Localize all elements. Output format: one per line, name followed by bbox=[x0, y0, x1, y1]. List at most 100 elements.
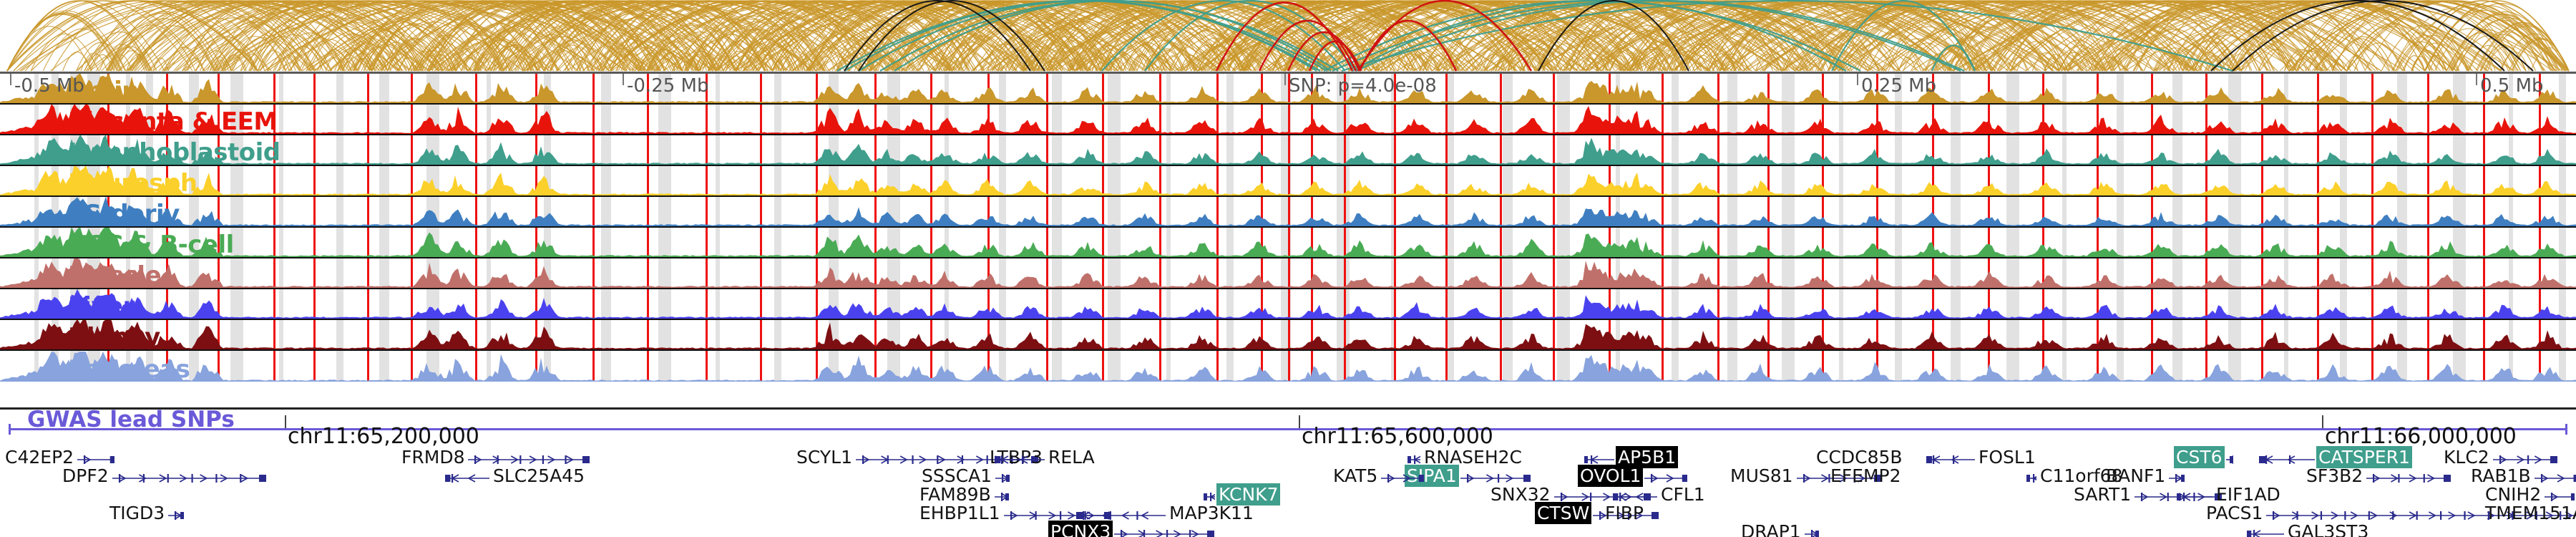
gwas-snp-tick[interactable] bbox=[1609, 258, 1611, 288]
gwas-snp-tick[interactable] bbox=[760, 166, 762, 195]
gwas-snp-tick[interactable] bbox=[592, 135, 595, 165]
gene-name-label[interactable]: DRAP1 bbox=[1741, 521, 1801, 537]
gwas-snp-tick[interactable] bbox=[2151, 289, 2153, 319]
gwas-snp-tick[interactable] bbox=[1216, 166, 1219, 195]
gwas-snp-tick[interactable] bbox=[874, 228, 877, 257]
gwas-snp-tick[interactable] bbox=[1445, 166, 1448, 195]
gene-name-label[interactable]: SLC25A45 bbox=[493, 465, 585, 486]
gwas-snp-tick[interactable] bbox=[411, 74, 413, 103]
gwas-snp-tick[interactable] bbox=[1662, 228, 1664, 257]
gwas-snp-tick[interactable] bbox=[760, 135, 762, 165]
gene-name-label[interactable]: RAB1B bbox=[2471, 465, 2531, 486]
epigenome-track-neurosph[interactable]: Neurosph bbox=[0, 166, 2576, 197]
gwas-snp-tick[interactable] bbox=[1876, 197, 1878, 226]
gwas-snp-tick[interactable] bbox=[2539, 135, 2541, 165]
gwas-snp-tick[interactable] bbox=[273, 197, 275, 226]
gene-annotation[interactable]: FRMD8 bbox=[399, 448, 591, 468]
gwas-snp-tick[interactable] bbox=[475, 258, 477, 288]
gwas-snp-tick[interactable] bbox=[1932, 351, 1934, 382]
gwas-snp-tick[interactable] bbox=[2042, 351, 2044, 382]
gwas-snp-tick[interactable] bbox=[218, 166, 220, 195]
gwas-snp-tick[interactable] bbox=[874, 289, 877, 319]
gwas-snp-tick[interactable] bbox=[930, 289, 932, 319]
gwas-snp-tick[interactable] bbox=[706, 351, 708, 382]
gene-annotation[interactable]: CATSPER1 bbox=[2258, 446, 2412, 468]
gene-annotation[interactable]: FAM89B bbox=[917, 485, 1010, 505]
gene-annotation[interactable]: RNASEH2C bbox=[1406, 448, 1524, 468]
gwas-snp-tick[interactable] bbox=[313, 228, 316, 257]
gwas-snp-tick[interactable] bbox=[706, 320, 708, 349]
gwas-snp-tick[interactable] bbox=[218, 197, 220, 226]
gwas-snp-tick[interactable] bbox=[1394, 228, 1396, 257]
gene-name-label[interactable]: RNASEH2C bbox=[1424, 447, 1522, 468]
gwas-snp-tick[interactable] bbox=[2317, 258, 2319, 288]
gwas-snp-tick[interactable] bbox=[1767, 105, 1770, 134]
gwas-snp-tick[interactable] bbox=[760, 289, 762, 319]
gwas-snp-tick[interactable] bbox=[647, 105, 649, 134]
gwas-snp-tick[interactable] bbox=[2539, 197, 2541, 226]
gwas-snp-tick[interactable] bbox=[647, 351, 649, 382]
gwas-snp-tick[interactable] bbox=[2371, 289, 2373, 319]
gwas-snp-tick[interactable] bbox=[2427, 166, 2429, 195]
gwas-snp-tick[interactable] bbox=[1159, 351, 1161, 382]
gene-name-label[interactable]: FAM89B bbox=[919, 484, 991, 505]
gwas-snp-tick[interactable] bbox=[706, 166, 708, 195]
gwas-snp-tick[interactable] bbox=[1216, 258, 1219, 288]
gene-annotation[interactable]: RAB1B bbox=[2469, 467, 2576, 486]
gwas-snp-tick[interactable] bbox=[1261, 320, 1263, 349]
gwas-snp-tick[interactable] bbox=[1822, 166, 1824, 195]
gwas-snp-tick[interactable] bbox=[1767, 135, 1770, 165]
gwas-snp-tick[interactable] bbox=[1822, 105, 1824, 134]
gwas-snp-tick[interactable] bbox=[1159, 74, 1161, 103]
gwas-snp-tick[interactable] bbox=[1159, 105, 1161, 134]
gwas-snp-tick[interactable] bbox=[475, 166, 477, 195]
gwas-snp-tick[interactable] bbox=[2539, 289, 2541, 319]
gene-annotation[interactable]: SSSCA1 bbox=[919, 467, 1011, 486]
gwas-snp-tick[interactable] bbox=[411, 351, 413, 382]
gwas-snp-tick[interactable] bbox=[1311, 289, 1313, 319]
gwas-snp-tick[interactable] bbox=[2483, 197, 2485, 226]
gwas-snp-tick[interactable] bbox=[166, 320, 168, 349]
gwas-snp-tick[interactable] bbox=[930, 135, 932, 165]
gwas-snp-tick[interactable] bbox=[2317, 351, 2319, 382]
gwas-snp-tick[interactable] bbox=[930, 320, 932, 349]
gwas-snp-tick[interactable] bbox=[1261, 351, 1263, 382]
gene-annotation[interactable]: SF3B2 bbox=[2304, 467, 2452, 486]
gwas-snp-tick[interactable] bbox=[1046, 228, 1048, 257]
gwas-snp-tick[interactable] bbox=[1102, 289, 1104, 319]
gene-annotation[interactable]: TIGD3 bbox=[107, 504, 185, 523]
gwas-snp-tick[interactable] bbox=[930, 228, 932, 257]
gwas-snp-tick[interactable] bbox=[874, 166, 877, 195]
gwas-snp-tick[interactable] bbox=[2427, 105, 2429, 134]
gwas-snp-tick[interactable] bbox=[1553, 74, 1555, 103]
gwas-snp-tick[interactable] bbox=[1662, 258, 1664, 288]
gwas-snp-tick[interactable] bbox=[2042, 228, 2044, 257]
gwas-snp-tick[interactable] bbox=[273, 258, 275, 288]
gene-annotation[interactable]: EFEMP2 bbox=[1828, 467, 1903, 485]
gwas-snp-tick[interactable] bbox=[2539, 166, 2541, 195]
gwas-snp-tick[interactable] bbox=[1311, 135, 1313, 165]
gwas-snp-tick[interactable] bbox=[2097, 135, 2099, 165]
gwas-snp-tick[interactable] bbox=[1500, 166, 1502, 195]
gene-name-label[interactable]: SNX32 bbox=[1491, 484, 1551, 505]
gwas-snp-tick[interactable] bbox=[1988, 74, 1990, 103]
gene-name-label[interactable]: SIPA1 bbox=[1405, 465, 1459, 487]
gene-name-label[interactable]: CTSW bbox=[1535, 502, 1592, 524]
gene-name-label[interactable]: GAL3ST3 bbox=[2288, 521, 2369, 537]
gwas-snp-tick[interactable] bbox=[592, 228, 595, 257]
gwas-snp-tick[interactable] bbox=[273, 320, 275, 349]
gwas-snp-tick[interactable] bbox=[313, 351, 316, 382]
gwas-snp-tick[interactable] bbox=[2261, 74, 2263, 103]
gwas-snp-tick[interactable] bbox=[2317, 105, 2319, 134]
gwas-snp-tick[interactable] bbox=[1216, 74, 1219, 103]
gwas-snp-tick[interactable] bbox=[1445, 105, 1448, 134]
gwas-snp-tick[interactable] bbox=[535, 320, 537, 349]
gwas-snp-tick[interactable] bbox=[1717, 74, 1719, 103]
gwas-snp-tick[interactable] bbox=[1102, 197, 1104, 226]
gwas-snp-tick[interactable] bbox=[1932, 166, 1934, 195]
gwas-snp-tick[interactable] bbox=[1767, 197, 1770, 226]
gwas-snp-tick[interactable] bbox=[1767, 74, 1770, 103]
gwas-snp-tick[interactable] bbox=[592, 197, 595, 226]
gwas-snp-tick[interactable] bbox=[166, 74, 168, 103]
gwas-snp-tick[interactable] bbox=[1216, 135, 1219, 165]
